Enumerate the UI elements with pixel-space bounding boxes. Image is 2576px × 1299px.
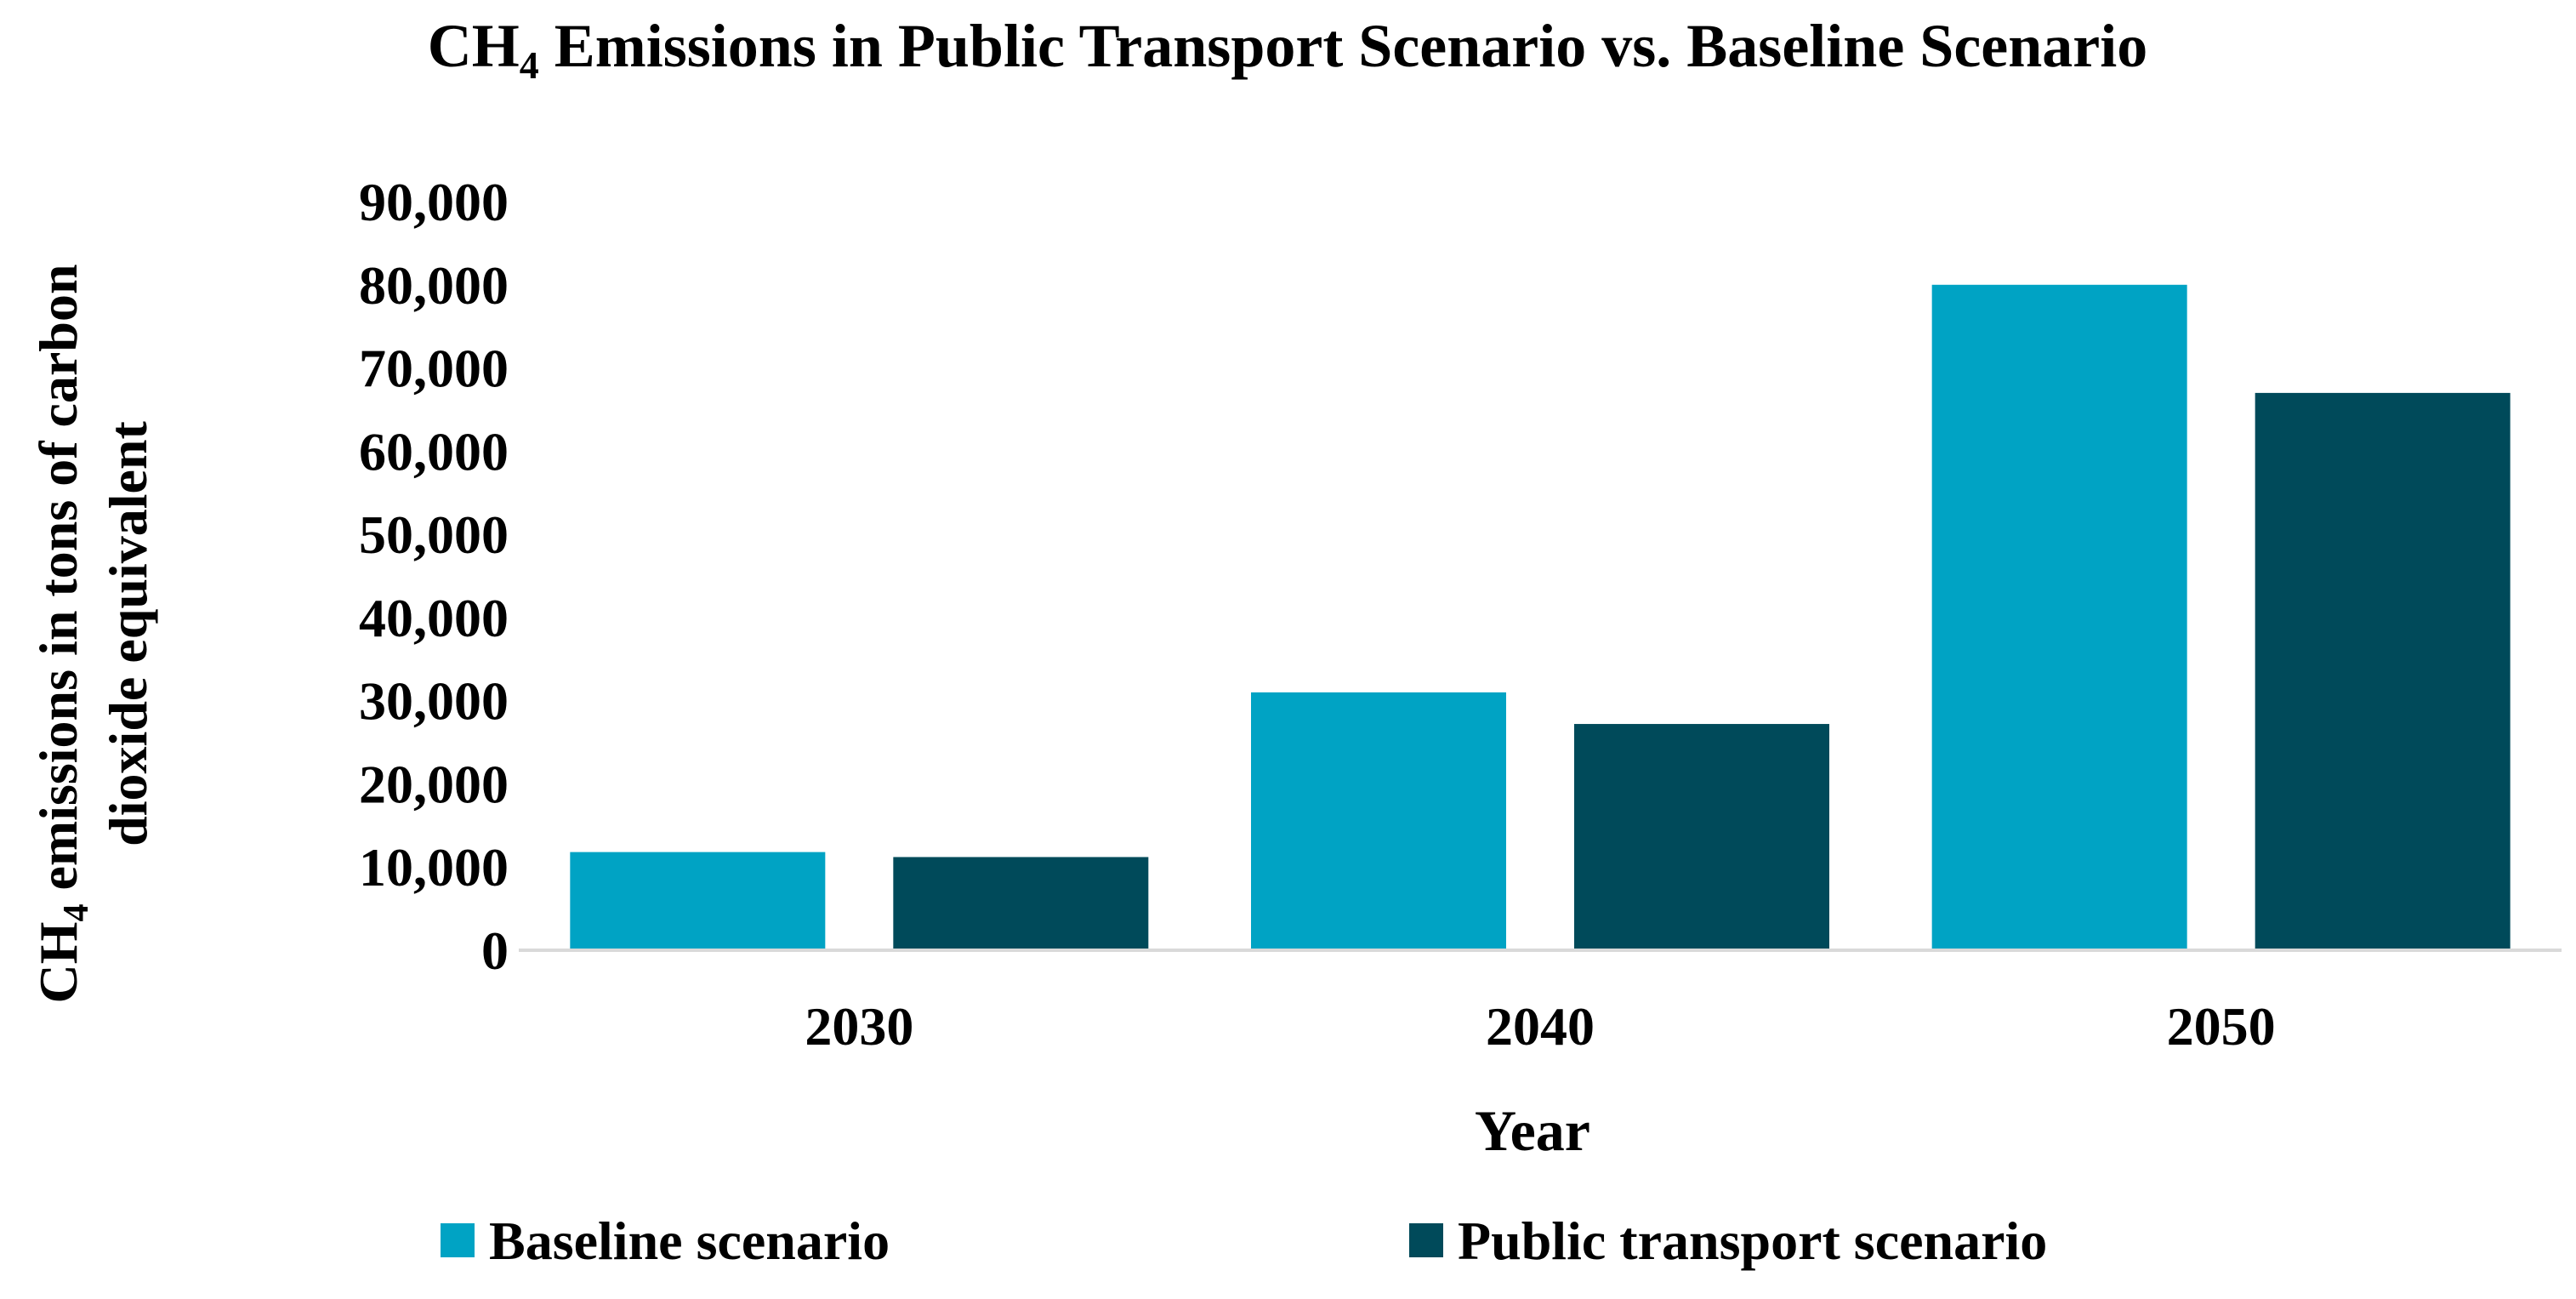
legend-label-baseline: Baseline scenario: [489, 1211, 890, 1271]
bar-public-transport-scenario-2050: [2255, 392, 2511, 950]
y-axis-tick-labels: 0 10,000 20,000 30,000 40,000 50,000 60,000 70,…: [359, 172, 509, 981]
chart-title: CH4 Emissions in Public Transport Scenar…: [428, 12, 2148, 87]
legend: Baseline scenario Public transport scena…: [441, 1211, 2047, 1271]
y-axis-title-line-1: CH4 emissions in tons of carbon: [28, 264, 96, 1003]
y-tick-label: 20,000: [359, 754, 509, 814]
y-tick-label: 60,000: [359, 421, 509, 481]
bar-public-transport-scenario-2040: [1574, 724, 1829, 950]
x-tick-label: 2030: [805, 996, 913, 1057]
legend-swatch-public-transport: [1409, 1223, 1443, 1257]
bar-baseline-scenario-2050: [1931, 284, 2187, 950]
y-tick-label: 80,000: [359, 255, 509, 316]
bars-group: [570, 284, 2511, 950]
y-axis-title: CH4 emissions in tons of carbon dioxide …: [28, 264, 158, 1003]
bar-baseline-scenario-2040: [1251, 692, 1506, 950]
y-tick-label: 30,000: [359, 671, 509, 732]
y-tick-label: 0: [481, 920, 509, 981]
legend-swatch-baseline: [441, 1223, 475, 1257]
bar-baseline-scenario-2030: [570, 852, 826, 950]
y-tick-label: 70,000: [359, 339, 509, 399]
y-tick-label: 90,000: [359, 172, 509, 232]
x-tick-label: 2040: [1486, 996, 1595, 1057]
x-axis-title: Year: [1475, 1098, 1590, 1163]
legend-label-public-transport: Public transport scenario: [1458, 1211, 2047, 1271]
x-tick-label: 2050: [2167, 996, 2276, 1057]
y-tick-label: 50,000: [359, 504, 509, 565]
y-tick-label: 10,000: [359, 837, 509, 897]
y-axis-title-line-2: dioxide equivalent: [98, 421, 158, 846]
y-tick-label: 40,000: [359, 588, 509, 648]
bar-public-transport-scenario-2030: [893, 857, 1149, 950]
x-axis-tick-labels: 2030 2040 2050: [805, 996, 2275, 1057]
